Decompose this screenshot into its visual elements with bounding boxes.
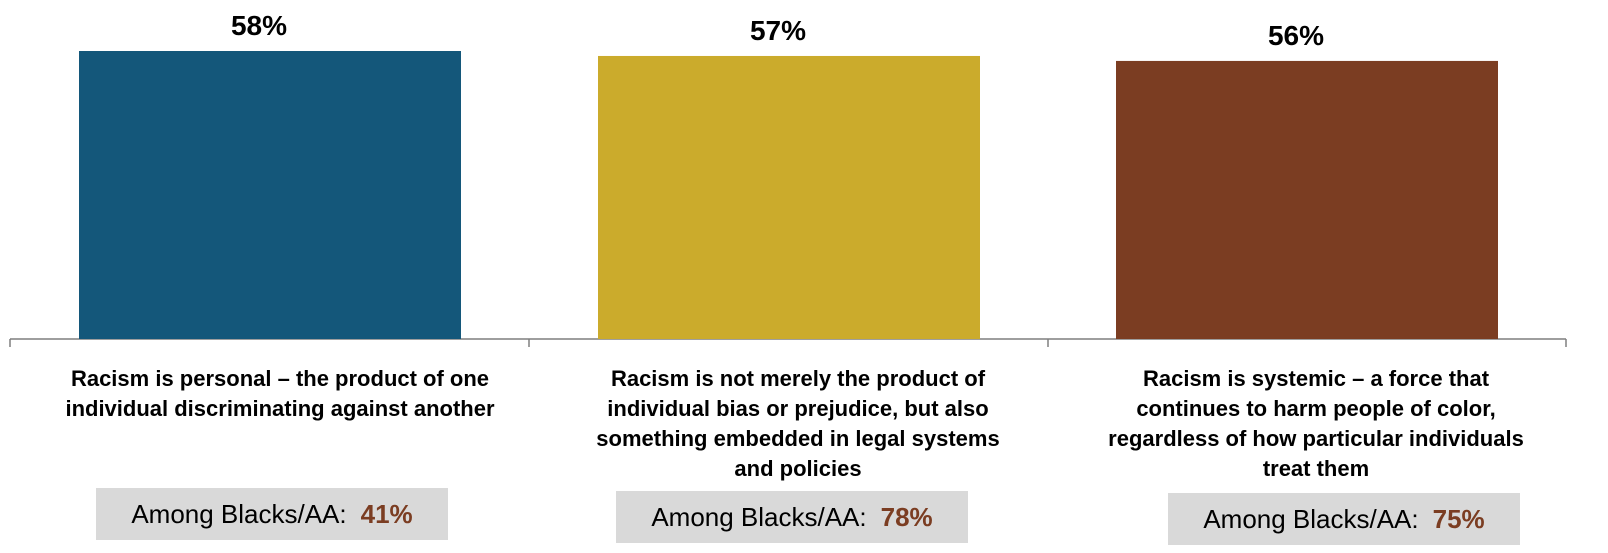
bar	[79, 51, 461, 339]
category-label-line: and policies	[734, 456, 862, 481]
category-label-line: something embedded in legal systems	[596, 426, 1000, 451]
subgroup-box-personal: Among Blacks/AA: 41%	[96, 488, 448, 540]
category-label-line: regardless of how particular individuals	[1108, 426, 1524, 451]
subgroup-label: Among Blacks/AA:	[131, 498, 347, 529]
category-label-line: treat them	[1262, 456, 1370, 481]
subgroup-box-legal-systems: Among Blacks/AA: 78%	[616, 491, 968, 543]
category-label-line: Racism is personal – the product of one	[70, 366, 490, 391]
subgroup-value: 41%	[360, 498, 413, 529]
subgroup-value: 75%	[1432, 503, 1485, 534]
category-label-legal-systems: Racism is not merely the product of indi…	[543, 364, 1053, 484]
category-label-line: Racism is systemic – a force that	[1142, 366, 1490, 391]
category-label-personal: Racism is personal – the product of one …	[25, 364, 535, 424]
bar	[598, 55, 980, 340]
category-label-line: individual discriminating against anothe…	[65, 396, 495, 421]
data-label: 56%	[1268, 20, 1324, 51]
subgroup-label: Among Blacks/AA:	[651, 501, 867, 532]
subgroup-value: 78%	[880, 501, 933, 532]
category-label-line: Racism is not merely the product of	[610, 366, 986, 391]
category-label-line: continues to harm people of color,	[1136, 396, 1496, 421]
data-label: 57%	[750, 15, 806, 46]
data-label: 58%	[231, 10, 287, 41]
category-label-systemic: Racism is systemic – a force that contin…	[1061, 364, 1571, 484]
subgroup-box-systemic: Among Blacks/AA: 75%	[1168, 493, 1520, 545]
category-label-line: individual bias or prejudice, but also	[607, 396, 989, 421]
bar	[1116, 60, 1498, 340]
subgroup-label: Among Blacks/AA:	[1203, 503, 1419, 534]
